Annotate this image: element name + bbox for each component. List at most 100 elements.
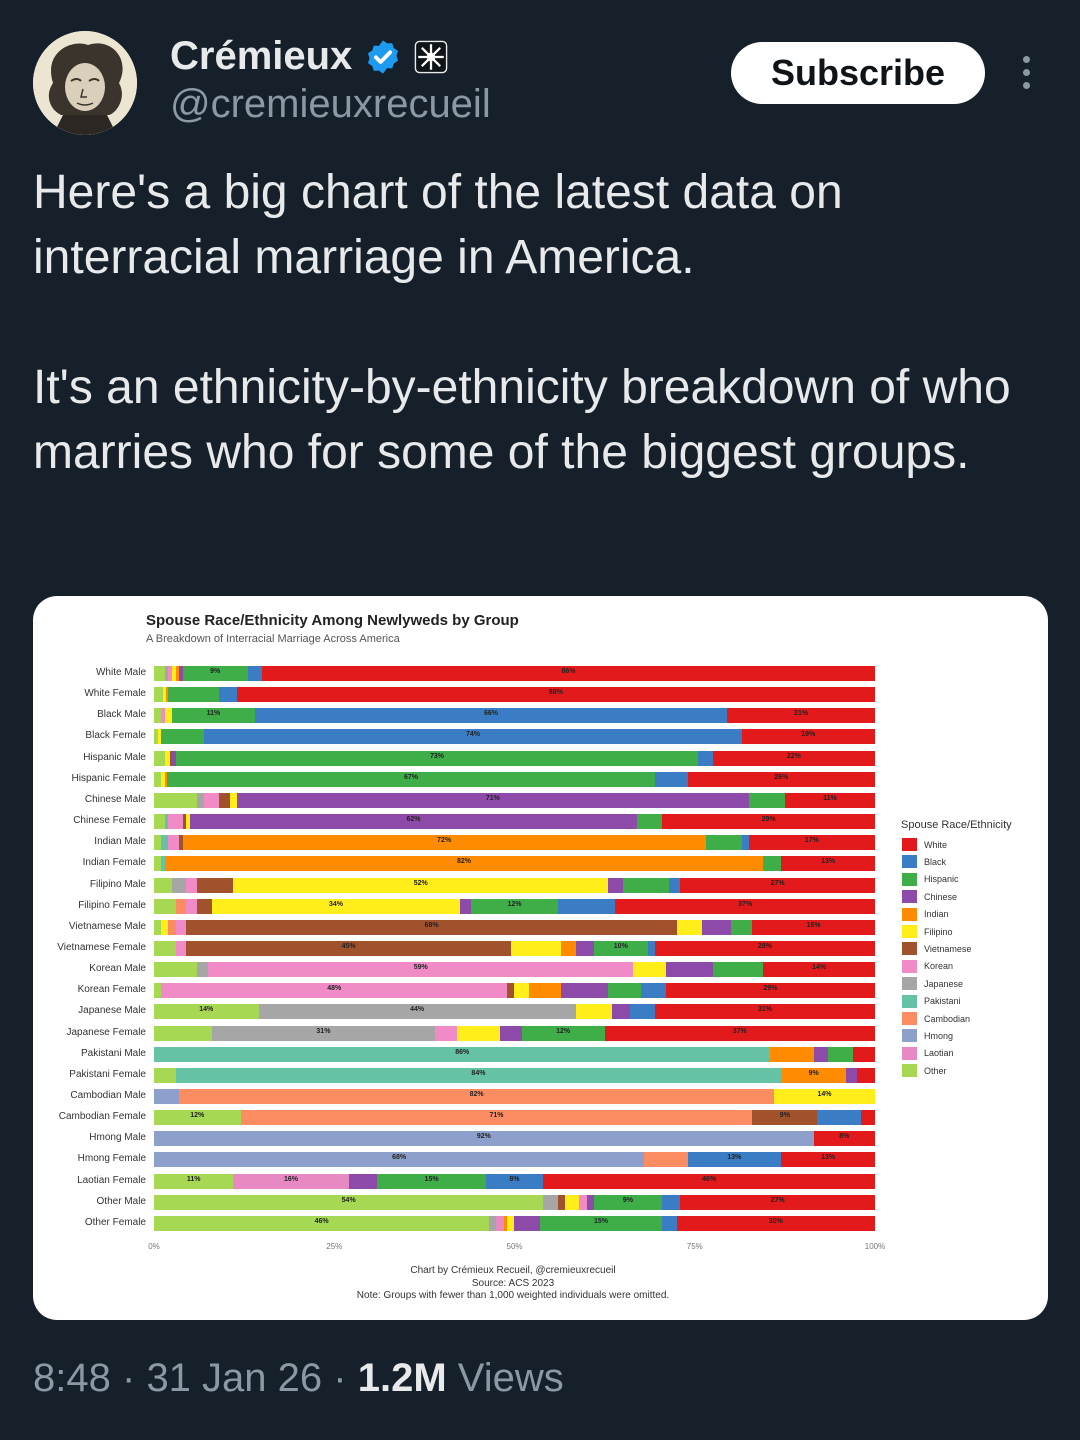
row-label: White Male — [95, 667, 146, 678]
bar-segment-indian — [166, 687, 169, 703]
bar-segment-other: 11% — [154, 1173, 234, 1189]
legend-item: Indian — [902, 907, 949, 921]
author-handle[interactable]: @cremieuxrecueil — [170, 82, 491, 126]
legend-label: Laotian — [924, 1048, 954, 1059]
bar-segment-vietnamese: 9% — [752, 1110, 818, 1126]
data-label: 28% — [757, 942, 772, 950]
bar-segment-hispanic — [705, 835, 742, 851]
bar-segment-filipino — [161, 919, 169, 935]
legend-label: Other — [924, 1065, 947, 1076]
legend-item: Filipino — [902, 925, 953, 938]
bar-segment-black: 13% — [687, 1152, 782, 1168]
data-label: 71% — [489, 1112, 504, 1120]
bar-segment-white: 16% — [752, 919, 875, 935]
bar-segment-chinese — [500, 1025, 522, 1041]
bar-segment-other — [154, 962, 198, 978]
data-label: 82% — [469, 1091, 484, 1098]
data-label: 29% — [761, 816, 776, 824]
bar-segment-black — [218, 687, 237, 703]
tweet-time[interactable]: 8:48 — [33, 1356, 111, 1400]
bar-segment-other — [154, 792, 198, 808]
bar-segment-vietnamese — [557, 1194, 565, 1210]
bar-segment-indian — [528, 983, 562, 999]
stacked-bar: 46% 15% 30% — [154, 1215, 875, 1231]
more-vertical-icon[interactable] — [1016, 56, 1036, 92]
chart-footer-line: Source: ACS 2023 — [471, 1277, 555, 1289]
bar-segment-korean — [168, 666, 172, 681]
bar-segment-pakistani — [164, 814, 169, 830]
legend-item: Korean — [902, 959, 954, 973]
data-label: 54% — [341, 1196, 356, 1204]
avatar[interactable] — [33, 31, 137, 135]
bar-segment-other: 46% — [154, 1215, 490, 1231]
data-label: 31% — [758, 1006, 773, 1014]
data-label: 22% — [786, 752, 801, 760]
bar-segment-indian — [503, 1215, 508, 1231]
bar-segment-white: 27% — [680, 877, 875, 893]
data-label: 88% — [548, 689, 563, 697]
bar-segment-vietnamese — [169, 750, 173, 766]
bar-segment-japanese — [197, 962, 209, 978]
bar-segment-chinese — [586, 1194, 594, 1210]
chart-footer-line: Note: Groups with fewer than 1,000 weigh… — [356, 1290, 670, 1301]
bar-segment-black — [647, 940, 656, 956]
row-label: Filipino Male — [89, 878, 146, 890]
affiliate-badge-icon[interactable] — [414, 40, 448, 74]
bar-segment-white: 86% — [262, 666, 875, 681]
chart-image[interactable]: Spouse Race/Ethnicity Among Newlyweds by… — [33, 596, 1048, 1320]
stacked-bar: 14% 44% 31% — [154, 1004, 875, 1020]
legend-item: Pakistani — [902, 994, 961, 1008]
stacked-bar: 34% 12% 37% — [154, 898, 875, 914]
bar-segment-white — [853, 1046, 875, 1062]
data-label: 48% — [327, 985, 342, 993]
bar-segment-indian: 9% — [781, 1067, 847, 1083]
data-label: 9% — [808, 1069, 819, 1077]
bar-segment-other: 12% — [154, 1110, 241, 1126]
bar-segment-other: 14% — [154, 1004, 259, 1020]
row-label: Pakistani Male — [80, 1047, 146, 1059]
data-label: 12% — [190, 1112, 205, 1120]
data-label: 66% — [484, 710, 499, 718]
data-label: 8% — [839, 1133, 850, 1141]
bar-segment-black — [247, 666, 263, 681]
legend-label: Black — [924, 856, 947, 867]
legend-swatch — [902, 925, 917, 938]
author-name[interactable]: Crémieux — [170, 34, 353, 78]
bar-segment-indian: 72% — [182, 835, 706, 851]
tweet-date[interactable]: 31 Jan 26 — [146, 1356, 323, 1400]
row-label: Vietnamese Female — [57, 941, 146, 953]
bar-segment-korean: 59% — [208, 962, 634, 978]
legend-label: Korean — [924, 961, 954, 972]
bar-segment-chinese — [575, 940, 594, 956]
data-label: 86% — [561, 668, 576, 675]
bar-segment-hispanic: 12% — [471, 898, 558, 914]
subscribe-button[interactable]: Subscribe — [731, 42, 985, 104]
bar-segment-white — [856, 1067, 875, 1083]
legend-label: Pakistani — [924, 996, 961, 1007]
verified-badge-icon[interactable] — [364, 38, 402, 76]
bar-segment-white: 37% — [615, 898, 875, 914]
bar-segment-hispanic: 10% — [593, 940, 648, 956]
bar-segment-hmong: 92% — [154, 1131, 814, 1147]
bar-segment-white: 11% — [784, 792, 875, 808]
bar-segment-hispanic — [712, 962, 764, 978]
bar-segment-vietnamese — [507, 983, 515, 999]
stacked-bar: 59% 14% — [154, 962, 875, 978]
data-label: 12% — [556, 1027, 571, 1035]
legend-swatch — [902, 1046, 917, 1060]
stacked-bar: 88% — [154, 687, 875, 703]
bar-segment-japanese — [197, 792, 205, 808]
row-label: Japanese Female — [66, 1026, 147, 1038]
bar-segment-japanese: 31% — [211, 1025, 436, 1041]
bar-segment-black — [557, 898, 616, 914]
meta-separator: · — [333, 1356, 347, 1400]
bar-segment-filipino — [161, 771, 165, 787]
bar-segment-laotian — [496, 1215, 504, 1231]
bar-segment-black — [662, 1215, 677, 1231]
stacked-bar: 11% 16% 15% 8% 46% — [154, 1173, 875, 1189]
stacked-bar: 67% 26% — [154, 771, 875, 787]
bar-segment-cambodian — [168, 919, 176, 935]
row-label: Hmong Female — [77, 1153, 146, 1165]
row-label: Black Male — [97, 709, 146, 721]
stacked-bar: 71% 11% — [154, 792, 875, 808]
